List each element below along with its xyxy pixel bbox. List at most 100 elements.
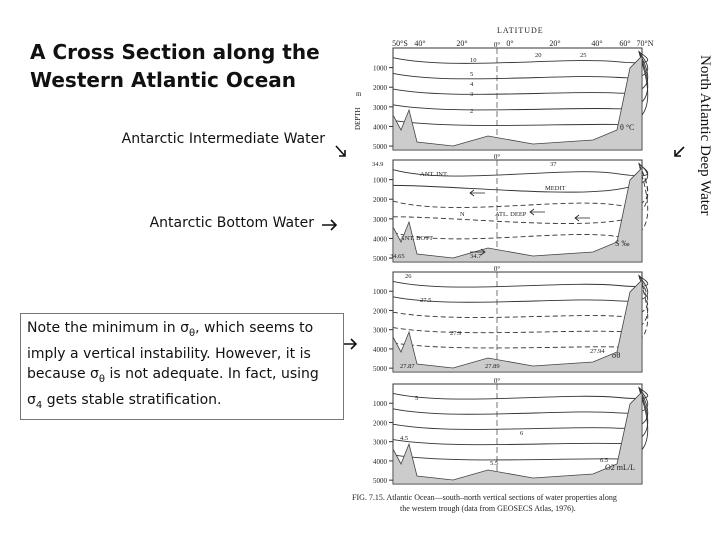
note-text: is not adequate. In fact, using [105, 365, 319, 382]
contour [392, 50, 649, 111]
topography [392, 55, 643, 151]
contour-label: 3 [470, 91, 473, 98]
contour-label: 20 [535, 52, 542, 59]
depth-label: 3000 [373, 216, 388, 224]
contour-label: 34.7 [470, 253, 482, 260]
equator-label: 0° [494, 377, 501, 385]
contour [392, 386, 649, 430]
contour-label: 27.87 [400, 363, 415, 370]
topography [392, 167, 643, 263]
contour-label: 5 [470, 71, 473, 78]
contour [392, 274, 649, 334]
arrow [322, 219, 338, 231]
depth-label: 5000 [373, 255, 388, 263]
title-line: Western Atlantic Ocean [30, 68, 297, 92]
contour-label: ANT. BOTT [400, 235, 433, 242]
depth-label: 5000 [373, 143, 388, 151]
contour-label: 34.65 [390, 253, 405, 260]
flow-arrow [574, 214, 590, 222]
contour-label: 26 [405, 273, 412, 280]
depth-label: 2000 [373, 84, 388, 92]
contour [392, 162, 649, 224]
latitude-label: 70°N [637, 39, 654, 48]
depth-title: DEPTH [354, 107, 362, 130]
contour [392, 162, 649, 208]
subscript: θ [189, 327, 196, 339]
depth-label: 1000 [373, 400, 388, 408]
latitude-label: 0° [506, 39, 513, 48]
topography [392, 279, 643, 373]
contour [392, 162, 648, 177]
depth-label: 3000 [373, 439, 388, 447]
contour [392, 386, 649, 415]
note-text: Note the minimum in [27, 320, 181, 336]
flow-arrow [469, 189, 485, 197]
contour [392, 274, 649, 303]
contour-label: 6 [520, 430, 524, 437]
latitude-label: 20° [456, 39, 467, 48]
depth-label: 4000 [373, 346, 388, 354]
depth-label: 2000 [373, 419, 388, 427]
note-text: , which seems to imply a vertical instab… [27, 320, 314, 382]
arrow [674, 146, 685, 157]
contour-label: 27.5 [420, 297, 431, 304]
contour-label: ANT. INT. [420, 171, 448, 178]
depth-label: 1000 [373, 177, 388, 185]
contour-label: 4.5 [400, 435, 408, 442]
note-box: Note the minimum in σθ, which seems to i… [20, 313, 344, 421]
depth-label: 2000 [373, 196, 388, 204]
depth-label: 5000 [373, 477, 388, 485]
contour-label: 2 [470, 108, 473, 115]
title: A Cross Section along the Western Atlant… [30, 38, 320, 94]
contour [392, 274, 649, 318]
depth-label: 1000 [373, 288, 388, 296]
caption-line: FIG. 7.15. Atlantic Ocean—south–north ve… [352, 493, 617, 502]
contour-label: 4 [470, 81, 474, 88]
depth-label: 4000 [373, 123, 388, 131]
arrow [335, 145, 346, 157]
equator-label: 0° [494, 265, 501, 273]
contour [392, 386, 648, 400]
contour [392, 50, 648, 64]
contour-label: 27.89 [485, 363, 500, 370]
latitude-label: 50°S [392, 39, 408, 48]
panel-label: O2 mL/L [605, 463, 635, 472]
panel-frame [392, 47, 643, 151]
contour [392, 386, 649, 446]
topography [392, 391, 643, 485]
contour [392, 274, 648, 288]
contour [392, 50, 649, 126]
contour-label: 10 [470, 57, 477, 64]
note-text: gets stable stratification. [42, 391, 222, 408]
contour [392, 274, 649, 349]
note-text: σ [90, 365, 99, 382]
contour [392, 50, 649, 95]
note-text: σ [27, 391, 36, 408]
contour-label: 37 [550, 161, 557, 168]
depth-label: 3000 [373, 104, 388, 112]
subscript: θ [98, 373, 106, 385]
contour-label: 5 [415, 395, 418, 402]
panel-label: S ‰ [615, 239, 629, 248]
depth-label: 1000 [373, 65, 388, 73]
callout: Antarctic Bottom Water [149, 215, 314, 231]
contour-label: 5.5 [490, 460, 498, 467]
equator-label: 0° [494, 153, 501, 161]
panel: 1000 2000 3000 4000 5000 0° 5 6 5.5 6.5 4.5 O2 mL/L [373, 377, 649, 485]
contour [392, 162, 649, 240]
panel: 1000 2000 3000 4000 5000 0° 26 27.5 27.9 27.94 27.… [373, 265, 649, 373]
callout: Antarctic Intermediate Water [121, 131, 325, 147]
arrows [322, 145, 685, 350]
flow-arrow [470, 248, 486, 256]
depth-label: 5000 [373, 365, 388, 373]
depth-unit: m [356, 90, 362, 98]
side-label: North Atlantic Deep Water [697, 55, 713, 216]
axis-title: LATITUDE [497, 26, 544, 35]
panel-label: σθ [612, 351, 620, 360]
contour-label: N [460, 211, 465, 218]
latitude-label: 60° [619, 39, 630, 48]
note-text: σ [180, 320, 189, 336]
latitude-label: 40° [414, 39, 425, 48]
